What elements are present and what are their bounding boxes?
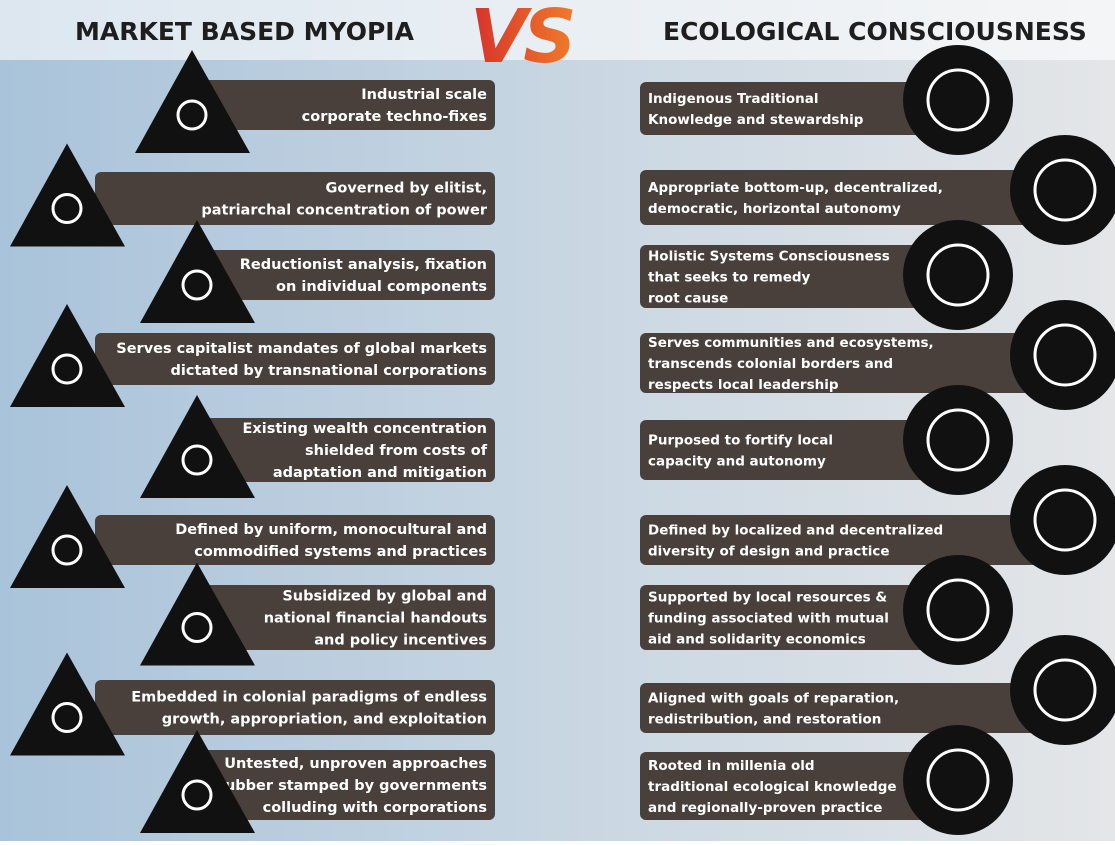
right-text: Supported by local resources & bbox=[648, 590, 887, 606]
left-text: Reductionist analysis, fixation bbox=[240, 257, 487, 273]
right-text: Indigenous Traditional bbox=[648, 91, 818, 107]
right-text: Appropriate bottom-up, decentralized, bbox=[648, 180, 943, 196]
right-text: and regionally-proven practice bbox=[648, 800, 882, 816]
right-text: Knowledge and stewardship bbox=[648, 112, 864, 128]
right-text: transcends colonial borders and bbox=[648, 356, 893, 372]
left-text: colluding with corporations bbox=[263, 800, 487, 816]
left-text: national financial handouts bbox=[264, 611, 487, 627]
right-icon bbox=[1010, 300, 1115, 410]
right-text: root cause bbox=[648, 291, 728, 307]
right-text: democratic, horizontal autonomy bbox=[648, 201, 901, 217]
left-text: Subsidized by global and bbox=[282, 589, 487, 605]
left-text: patriarchal concentration of power bbox=[201, 203, 487, 219]
right-icon bbox=[1010, 135, 1115, 245]
right-title: ECOLOGICAL CONSCIOUSNESS bbox=[663, 17, 1087, 46]
right-icon bbox=[903, 385, 1013, 495]
left-text: shielded from costs of bbox=[305, 443, 488, 459]
right-icon bbox=[1010, 465, 1115, 575]
right-text: diversity of design and practice bbox=[648, 544, 890, 560]
right-text: Serves communities and ecosystems, bbox=[648, 335, 934, 351]
left-text: growth, appropriation, and exploitation bbox=[162, 712, 487, 728]
page: VS MARKET BASED MYOPIA ECOLOGICAL CONSCI… bbox=[0, 0, 1115, 841]
infographic: VS MARKET BASED MYOPIA ECOLOGICAL CONSCI… bbox=[0, 0, 1115, 841]
right-text: capacity and autonomy bbox=[648, 454, 826, 470]
right-icon bbox=[903, 45, 1013, 155]
right-text: Defined by localized and decentralized bbox=[648, 523, 943, 539]
left-text: Governed by elitist, bbox=[325, 181, 487, 197]
right-text: Rooted in millenia old bbox=[648, 758, 815, 774]
left-text: Embedded in colonial paradigms of endles… bbox=[131, 690, 487, 706]
right-icon bbox=[1010, 635, 1115, 745]
left-text: corporate techno-fixes bbox=[302, 109, 487, 125]
left-text: on individual components bbox=[276, 279, 487, 295]
right-text: that seeks to remedy bbox=[648, 270, 811, 286]
left-text: dictated by transnational corporations bbox=[171, 363, 487, 379]
left-title: MARKET BASED MYOPIA bbox=[75, 17, 415, 46]
right-text: redistribution, and restoration bbox=[648, 712, 881, 728]
right-text: traditional ecological knowledge bbox=[648, 779, 897, 795]
right-text: Purposed to fortify local bbox=[648, 433, 833, 449]
left-text: Industrial scale bbox=[361, 87, 487, 103]
left-text: adaptation and mitigation bbox=[273, 465, 487, 481]
left-text: Defined by uniform, monocultural and bbox=[175, 522, 487, 538]
right-icon bbox=[903, 220, 1013, 330]
left-text: rubber stamped by governments bbox=[218, 778, 487, 794]
right-text: funding associated with mutual bbox=[648, 611, 889, 627]
left-text: Existing wealth concentration bbox=[243, 421, 487, 437]
left-text: and policy incentives bbox=[314, 633, 487, 649]
left-text: Serves capitalist mandates of global mar… bbox=[116, 341, 487, 357]
left-text: Untested, unproven approaches bbox=[224, 756, 487, 772]
right-icon bbox=[903, 725, 1013, 835]
right-icon bbox=[903, 555, 1013, 665]
right-text: Holistic Systems Consciousness bbox=[648, 249, 890, 265]
right-text: respects local leadership bbox=[648, 377, 839, 393]
right-text: aid and solidarity economics bbox=[648, 632, 866, 648]
vs-mark: VS bbox=[470, 0, 573, 80]
left-text: commodified systems and practices bbox=[194, 544, 487, 560]
right-text: Aligned with goals of reparation, bbox=[648, 691, 899, 707]
